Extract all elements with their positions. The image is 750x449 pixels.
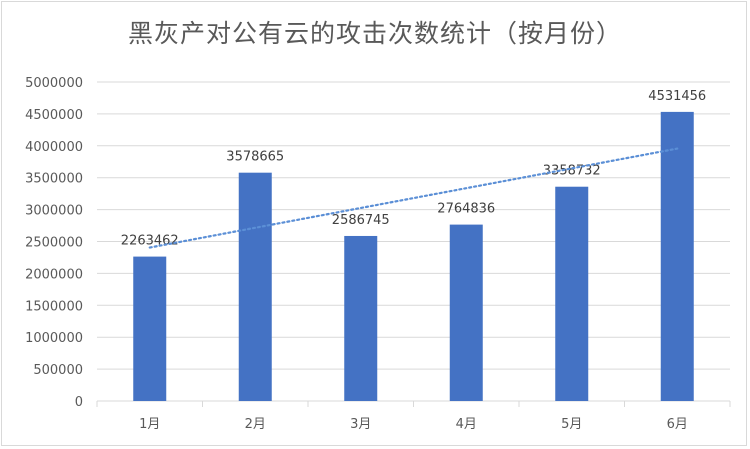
x-tick-label: 6月 [667, 417, 688, 432]
bar [660, 111, 694, 402]
bar [344, 235, 378, 401]
y-tick-label: 2000000 [25, 267, 83, 282]
data-label: 2586745 [332, 213, 390, 228]
bar [133, 256, 167, 401]
data-label: 2263462 [121, 234, 179, 249]
y-tick-label: 5000000 [25, 76, 83, 91]
y-tick-label: 1000000 [25, 331, 83, 346]
bar [238, 172, 272, 401]
data-label: 4531456 [648, 89, 706, 104]
x-tick-label: 1月 [139, 417, 160, 432]
y-tick-label: 4000000 [25, 140, 83, 155]
y-tick-label: 500000 [33, 363, 83, 378]
y-tick-label: 3000000 [25, 204, 83, 219]
data-label: 3578665 [226, 150, 284, 165]
x-tick-label: 5月 [561, 417, 582, 432]
trendline [148, 147, 679, 249]
y-tick-label: 1500000 [25, 299, 83, 314]
data-label: 2764836 [437, 202, 495, 217]
chart-title: 黑灰产对公有云的攻击次数统计（按月份） [127, 19, 622, 48]
x-tick-label: 4月 [456, 417, 477, 432]
bar [555, 186, 589, 401]
y-tick-label: 0 [75, 395, 83, 410]
bar [449, 224, 483, 401]
y-tick-label: 4500000 [25, 108, 83, 123]
x-tick-label: 2月 [245, 417, 266, 432]
y-tick-label: 2500000 [25, 236, 83, 251]
data-label: 3358732 [543, 164, 601, 179]
y-tick-label: 3500000 [25, 172, 83, 187]
x-tick-label: 3月 [350, 417, 371, 432]
